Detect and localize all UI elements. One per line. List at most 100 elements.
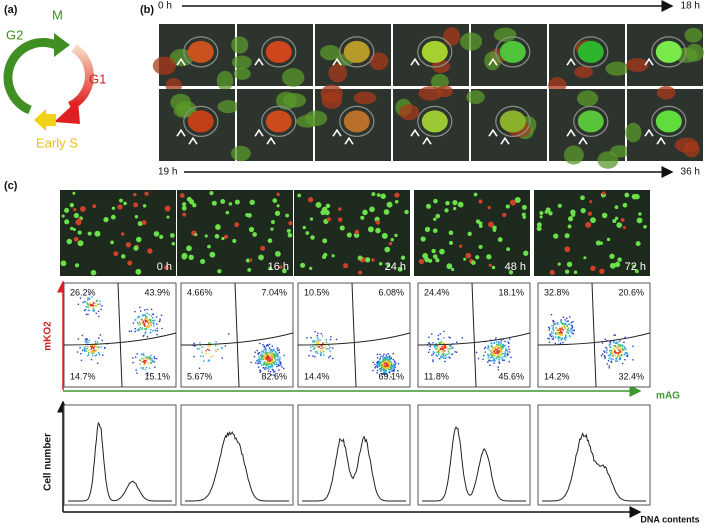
cell — [371, 192, 376, 197]
event — [90, 348, 93, 350]
cell — [159, 234, 164, 239]
event — [380, 355, 382, 358]
cell — [315, 201, 322, 208]
cell — [564, 246, 571, 253]
cell — [133, 192, 137, 197]
event — [139, 359, 141, 361]
event — [397, 370, 399, 372]
event — [390, 364, 392, 367]
cell — [394, 192, 400, 198]
event — [139, 363, 141, 365]
event — [274, 370, 276, 373]
event — [437, 349, 440, 351]
event — [212, 355, 214, 357]
event — [281, 366, 283, 368]
arrowhead — [644, 57, 654, 66]
event — [91, 296, 93, 298]
event — [616, 347, 618, 349]
event — [502, 359, 504, 361]
event — [258, 355, 260, 358]
event — [144, 328, 147, 331]
cell — [486, 254, 492, 260]
event — [158, 320, 160, 323]
arrowhead — [266, 136, 276, 145]
event — [159, 318, 161, 320]
event — [497, 366, 499, 368]
event — [380, 364, 383, 367]
cell — [103, 217, 109, 223]
event — [382, 355, 384, 357]
event — [432, 342, 434, 344]
event — [619, 350, 622, 352]
event — [323, 342, 325, 344]
event — [564, 328, 567, 330]
cell — [339, 225, 345, 231]
event — [85, 340, 87, 342]
event — [316, 342, 318, 344]
event — [84, 308, 87, 311]
arrowhead — [410, 128, 420, 137]
nucleus — [304, 110, 328, 127]
quadrant-percent: 69.1% — [378, 371, 404, 381]
event — [440, 343, 443, 345]
event — [508, 351, 511, 353]
cell — [508, 270, 514, 275]
event — [560, 339, 562, 341]
event — [265, 351, 267, 353]
event — [502, 345, 504, 348]
cell — [211, 200, 217, 206]
event — [391, 363, 393, 366]
nucleus — [421, 40, 448, 63]
event — [452, 347, 454, 349]
cell — [638, 212, 642, 216]
event — [559, 342, 562, 344]
event — [207, 342, 210, 344]
cell — [204, 234, 208, 238]
event — [490, 350, 492, 353]
event — [271, 355, 273, 357]
cell — [287, 232, 293, 238]
event — [147, 356, 150, 358]
event — [96, 300, 98, 302]
event — [625, 355, 628, 357]
event — [616, 360, 619, 362]
event — [498, 362, 501, 364]
nucleus — [459, 32, 483, 51]
event — [390, 367, 392, 369]
event — [387, 360, 389, 362]
event — [495, 337, 497, 339]
event — [488, 349, 491, 351]
event — [560, 319, 562, 321]
event — [278, 351, 280, 354]
event — [439, 355, 442, 358]
event — [551, 331, 553, 333]
event — [436, 351, 438, 354]
event — [611, 352, 614, 355]
event — [271, 350, 274, 352]
event — [149, 322, 151, 324]
quadrant-percent: 14.2% — [544, 371, 570, 381]
event — [385, 362, 387, 365]
event — [632, 359, 634, 361]
nucleus — [656, 85, 676, 100]
event — [90, 351, 93, 354]
event — [262, 350, 264, 352]
event — [390, 357, 393, 359]
event — [450, 347, 452, 350]
event — [98, 315, 100, 318]
event — [84, 346, 87, 348]
event — [263, 355, 265, 358]
cell — [135, 268, 142, 275]
event — [93, 309, 96, 312]
event — [550, 335, 553, 338]
event — [268, 362, 271, 365]
event — [376, 369, 379, 372]
event — [432, 360, 434, 363]
cell — [433, 217, 437, 221]
event — [498, 358, 500, 360]
cell — [431, 248, 436, 254]
event — [198, 348, 200, 350]
event — [388, 368, 390, 370]
event — [134, 356, 137, 358]
event — [376, 364, 379, 366]
